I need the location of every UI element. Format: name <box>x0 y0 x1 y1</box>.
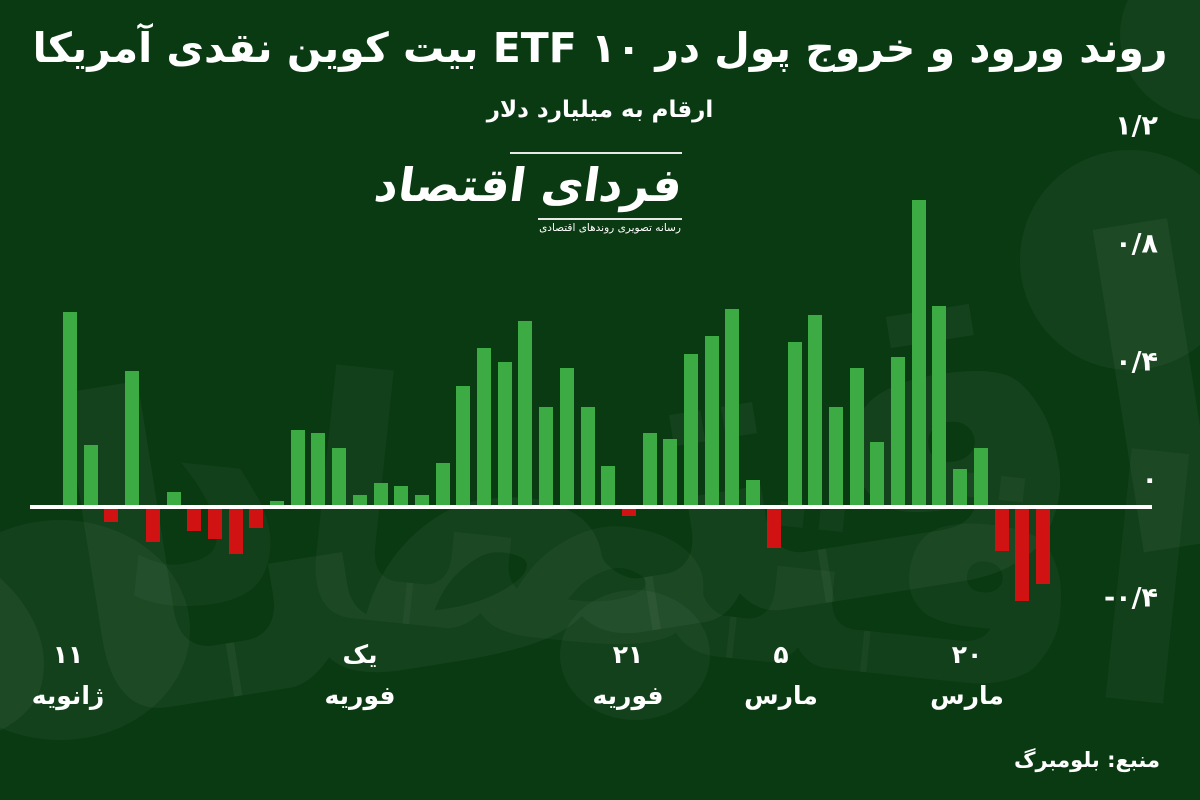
bar-negative <box>249 507 264 528</box>
chart-title: روند ورود و خروج پول در ۱۰ ETF بیت کوین … <box>32 24 1168 72</box>
logo-rule-top <box>510 152 682 154</box>
bar-positive <box>166 492 181 507</box>
bar-positive <box>663 439 678 507</box>
bar-positive <box>953 468 968 507</box>
bar-positive <box>642 433 657 507</box>
bar-positive <box>456 386 471 507</box>
bar-positive <box>828 406 843 507</box>
y-axis-tick-label: ۰/۴ <box>1115 346 1158 378</box>
bar-positive <box>477 347 491 507</box>
bar-positive <box>684 353 698 507</box>
bar-positive <box>849 368 864 507</box>
bar-positive <box>83 445 98 507</box>
bar-positive <box>394 486 409 507</box>
x-axis-label-day: یک <box>342 640 378 669</box>
bar-negative <box>621 507 636 516</box>
bar-negative <box>104 507 119 522</box>
bar-negative <box>228 507 243 555</box>
y-axis-tick-label: ۰/۸ <box>1115 228 1158 260</box>
bar-positive <box>352 495 367 507</box>
zero-axis-line <box>30 505 1152 509</box>
bar-negative <box>766 507 781 549</box>
x-axis-label-day: ۲۰ <box>951 640 983 669</box>
x-axis-label: ۵ مارس <box>744 634 818 716</box>
bar-negative <box>1035 507 1050 584</box>
x-axis-label: یک فوریه <box>325 634 396 716</box>
bar-positive <box>580 406 595 507</box>
logo-rule-bottom <box>538 217 682 220</box>
logo-tagline: رسانه تصویری روندهای اقتصادی <box>539 221 681 234</box>
publisher-logo: فردای اقتصاد رسانه تصویری روندهای اقتصاد… <box>371 152 686 234</box>
y-axis-tick-label: ۱/۲ <box>1115 110 1158 142</box>
bar-negative <box>994 507 1009 552</box>
source-credit: منبع: بلومبرگ <box>1014 748 1160 772</box>
bar-positive <box>518 321 533 507</box>
x-axis-label-month: فوریه <box>592 681 664 710</box>
bar-positive <box>332 448 347 507</box>
bar-negative <box>1015 507 1030 602</box>
bar-positive <box>311 433 326 507</box>
bar-positive <box>891 356 905 507</box>
bar-positive <box>601 465 616 507</box>
bar-positive <box>435 462 450 507</box>
bar-positive <box>973 448 988 507</box>
bar-negative <box>187 507 202 531</box>
x-axis-label-month: مارس <box>744 681 818 710</box>
bar-positive <box>746 480 761 507</box>
chart-subtitle: ارقام به میلیارد دلار <box>486 97 714 123</box>
bar-positive <box>932 306 947 507</box>
x-axis-label: ۲۱ فوریه <box>593 634 664 716</box>
x-axis-label-month: فوریه <box>324 681 396 710</box>
bar-positive <box>911 200 926 507</box>
x-axis-label-day: ۲۱ <box>612 640 644 669</box>
x-axis-label-month: مارس <box>930 681 1004 710</box>
bar-negative <box>145 507 160 543</box>
bar-positive <box>125 371 140 507</box>
x-axis-label-day: ۱۱ <box>52 640 84 669</box>
bar-positive <box>704 335 719 507</box>
bar-negative <box>207 507 222 540</box>
x-axis-label: ۲۰ مارس <box>930 634 1004 716</box>
x-axis-label: ۱۱ ژانویه <box>32 634 105 716</box>
bar-positive <box>373 483 388 507</box>
bar-positive <box>63 312 77 507</box>
x-axis-label-month: ژانویه <box>31 681 105 710</box>
y-axis-tick-label: -۰/۴ <box>1103 582 1158 614</box>
y-axis-tick-label: ۰ <box>1141 464 1158 496</box>
bar-positive <box>725 309 740 507</box>
bar-positive <box>787 341 802 507</box>
bar-positive <box>414 495 429 507</box>
bar-positive <box>270 501 284 507</box>
bar-positive <box>497 362 512 507</box>
bar-positive <box>870 442 885 507</box>
x-axis-label-day: ۵ <box>773 640 789 669</box>
bar-positive <box>539 406 554 507</box>
bar-positive <box>559 368 574 507</box>
bar-positive <box>290 430 305 507</box>
bar-positive <box>808 315 823 507</box>
